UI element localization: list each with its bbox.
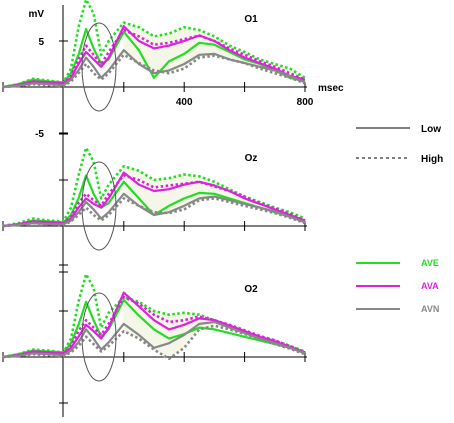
series-ava-low bbox=[2, 291, 306, 359]
panel-o1: O1 mV msec 5 -5 400 800 bbox=[2, 0, 344, 147]
series-ava-low bbox=[2, 171, 306, 228]
legend-ave-label: AVE bbox=[421, 258, 439, 268]
legend-low-label: Low bbox=[421, 124, 441, 135]
legend-ava: AVA bbox=[356, 281, 439, 291]
early-peak-ellipse bbox=[81, 292, 117, 382]
series-ava-low bbox=[2, 25, 306, 89]
legend: Low High AVE AVA AVN bbox=[356, 124, 443, 314]
series-avn-high bbox=[2, 324, 306, 361]
y-axis-label: mV bbox=[28, 9, 44, 20]
series-avn-low bbox=[2, 192, 306, 228]
panel-title: Oz bbox=[245, 153, 258, 164]
legend-high-label: High bbox=[421, 154, 443, 165]
x-tick-label: 800 bbox=[297, 97, 314, 108]
panel-title: O1 bbox=[244, 14, 258, 25]
legend-high: High bbox=[356, 154, 443, 165]
panel-title: O2 bbox=[244, 284, 258, 295]
series-avn-high bbox=[2, 197, 306, 228]
panel-oz: Oz bbox=[2, 133, 307, 286]
series-ava-high bbox=[2, 28, 306, 89]
legend-avn-label: AVN bbox=[421, 304, 439, 314]
panel-o2: O2 bbox=[2, 264, 307, 417]
erp-panels: O1 mV msec 5 -5 400 800 Oz O2 bbox=[2, 0, 344, 417]
legend-ava-label: AVA bbox=[421, 281, 439, 291]
legend-avn: AVN bbox=[356, 304, 439, 314]
y-tick-label: 5 bbox=[38, 37, 44, 48]
legend-low: Low bbox=[356, 124, 441, 135]
early-peak-ellipse bbox=[81, 161, 117, 251]
x-tick-label: 400 bbox=[176, 97, 193, 108]
legend-ave: AVE bbox=[356, 258, 439, 268]
series-avn-high bbox=[2, 53, 306, 89]
y-tick-label: -5 bbox=[35, 129, 44, 140]
x-axis-label: msec bbox=[318, 83, 344, 94]
early-peak-ellipse bbox=[81, 22, 117, 112]
